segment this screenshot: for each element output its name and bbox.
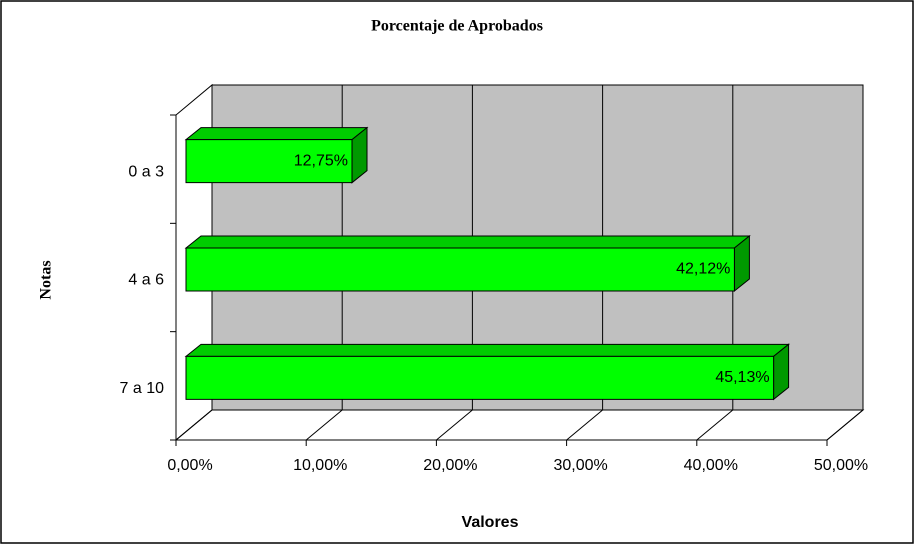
y-tick-label: 7 a 10 [120, 380, 165, 397]
bar-front [185, 247, 735, 292]
floor-line [826, 409, 864, 441]
x-tick-label: 50,00% [814, 457, 868, 474]
bar-top [184, 343, 791, 357]
y-tick-label: 0 a 3 [128, 163, 164, 180]
x-tick-label: 20,00% [423, 457, 477, 474]
floor-line [175, 409, 213, 441]
bar-top [184, 127, 369, 141]
value-label: 12,75% [294, 152, 348, 169]
x-axis-label: Valores [462, 514, 519, 531]
y-tick-label: 4 a 6 [128, 272, 164, 289]
value-label: 45,13% [715, 369, 769, 386]
floor-line [436, 409, 473, 441]
bar-top [184, 235, 751, 249]
bar [184, 234, 751, 293]
x-tick-label: 30,00% [553, 457, 607, 474]
bar-front [185, 355, 775, 400]
bar [184, 126, 369, 184]
bar-front [185, 139, 353, 184]
floor-line [566, 409, 603, 441]
value-label: 42,12% [676, 261, 730, 278]
x-tick-label: 40,00% [684, 457, 738, 474]
chart-title: Porcentaje de Aprobados [371, 18, 543, 35]
bar [184, 343, 791, 401]
x-tick-label: 0,00% [167, 457, 212, 474]
floor-line [305, 409, 343, 441]
floor-line [696, 409, 734, 441]
floor [174, 409, 865, 441]
x-tick-label: 10,00% [293, 457, 347, 474]
y-axis-label: Notas [38, 260, 55, 299]
